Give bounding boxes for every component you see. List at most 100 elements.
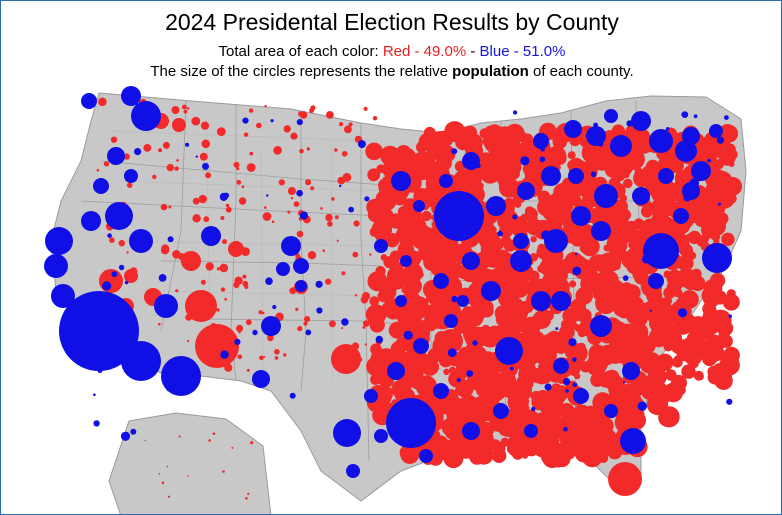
- county-circle: [626, 120, 633, 127]
- county-circle: [604, 158, 625, 179]
- county-circle: [259, 355, 264, 361]
- county-circle: [528, 332, 540, 343]
- county-circle: [248, 108, 254, 113]
- county-circle: [401, 286, 409, 294]
- county-circle: [360, 295, 369, 304]
- county-circle: [283, 125, 291, 133]
- county-circle: [372, 116, 378, 121]
- county-circle: [375, 385, 393, 403]
- county-circle: [572, 382, 577, 388]
- county-circle: [566, 254, 588, 276]
- county-circle: [690, 360, 697, 367]
- county-circle: [642, 255, 651, 264]
- county-circle: [181, 104, 187, 110]
- size-note-prefix: The size of the circles represents the r…: [150, 63, 453, 80]
- county-circle: [646, 376, 656, 386]
- county-circle: [446, 139, 453, 145]
- county-circle: [672, 356, 683, 368]
- county-circle: [531, 406, 536, 412]
- county-circle: [198, 194, 207, 204]
- county-circle: [263, 355, 266, 358]
- county-circle: [295, 307, 299, 311]
- size-note-suffix: of each county.: [528, 63, 634, 80]
- county-circle: [674, 170, 691, 186]
- county-circle: [216, 127, 226, 136]
- county-circle: [430, 262, 445, 277]
- county-circle: [322, 249, 326, 252]
- county-circle: [613, 199, 628, 215]
- county-circle: [418, 132, 437, 151]
- county-circle: [433, 296, 454, 317]
- county-circle: [200, 121, 210, 130]
- county-circle: [124, 280, 129, 285]
- county-circle: [633, 218, 645, 230]
- county-circle: [571, 206, 591, 226]
- county-circle: [713, 290, 728, 305]
- county-circle: [305, 179, 312, 186]
- county-circle: [620, 292, 637, 309]
- county-circle: [391, 171, 411, 191]
- county-circle: [663, 382, 684, 403]
- county-circle: [320, 207, 323, 210]
- county-circle: [417, 369, 424, 376]
- county-circle: [242, 117, 249, 124]
- county-circle: [509, 159, 518, 168]
- county-circle: [540, 308, 544, 312]
- county-circle: [107, 233, 112, 238]
- county-circle: [299, 148, 304, 154]
- blue-county-circles: [44, 86, 733, 478]
- county-circle: [160, 203, 168, 211]
- county-circle: [261, 316, 281, 336]
- county-circle: [225, 206, 232, 213]
- county-circle: [123, 153, 130, 160]
- county-circle: [337, 176, 346, 185]
- county-circle: [247, 492, 250, 495]
- county-circle: [387, 362, 405, 380]
- county-circle: [541, 360, 554, 374]
- county-circle: [124, 169, 138, 183]
- county-circle: [220, 287, 226, 292]
- county-circle: [456, 378, 461, 383]
- county-circle: [516, 446, 528, 458]
- county-circle: [365, 142, 383, 161]
- county-circle: [709, 338, 724, 353]
- county-circle: [500, 437, 510, 447]
- county-circle: [344, 125, 352, 134]
- county-circle: [403, 198, 418, 213]
- county-circle: [568, 168, 584, 184]
- county-circle: [510, 380, 532, 402]
- county-circle: [544, 266, 564, 286]
- county-circle: [567, 159, 578, 171]
- county-circle: [541, 166, 561, 186]
- county-circle: [628, 241, 636, 249]
- county-circle: [416, 225, 433, 242]
- county-circle: [176, 159, 179, 162]
- county-circle: [509, 366, 514, 371]
- county-circle: [81, 211, 101, 231]
- county-circle: [719, 354, 740, 376]
- county-circle: [502, 279, 510, 286]
- county-circle: [158, 148, 163, 153]
- county-circle: [224, 297, 227, 301]
- county-circle: [642, 136, 649, 143]
- county-circle: [675, 140, 697, 162]
- county-circle: [500, 165, 510, 175]
- county-circle: [590, 315, 612, 337]
- county-circle: [724, 115, 729, 120]
- county-circle: [401, 291, 421, 311]
- county-circle: [710, 307, 717, 314]
- county-circle: [544, 383, 552, 391]
- county-circle: [222, 239, 227, 245]
- county-circle: [673, 208, 689, 224]
- county-circle: [223, 192, 230, 199]
- county-circle: [296, 230, 304, 238]
- county-circle: [591, 221, 611, 241]
- county-circle: [435, 439, 449, 452]
- county-circle: [348, 206, 354, 213]
- county-circle: [126, 182, 133, 188]
- county-circle: [195, 324, 239, 368]
- county-circle: [580, 418, 589, 428]
- county-circle: [663, 287, 676, 299]
- county-circle: [364, 343, 367, 346]
- county-circle: [568, 338, 577, 347]
